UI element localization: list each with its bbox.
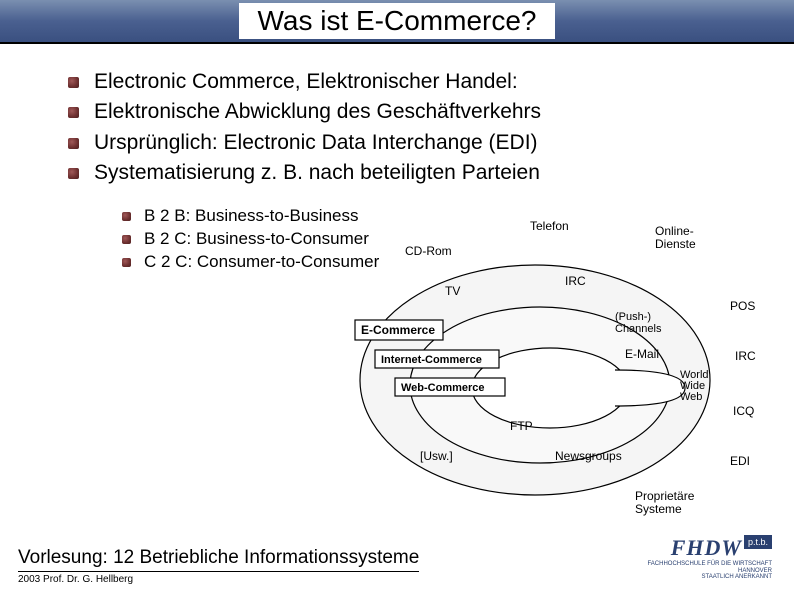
- lbl-newsgroups: Newsgroups: [555, 449, 622, 463]
- main-bullet-list: Electronic Commerce, Elektronischer Hand…: [68, 68, 766, 187]
- main-bullet: Ursprünglich: Electronic Data Interchang…: [68, 129, 766, 157]
- lbl-edi: EDI: [730, 454, 750, 468]
- logo-text: FHDW: [671, 535, 742, 560]
- box-web-commerce: Web-Commerce: [401, 382, 485, 394]
- box-internet-commerce: Internet-Commerce: [381, 354, 482, 366]
- title-bar: Was ist E-Commerce?: [0, 0, 794, 44]
- main-bullet: Elektronische Abwicklung des Geschäftver…: [68, 98, 766, 126]
- slide-title: Was ist E-Commerce?: [239, 3, 554, 39]
- lbl-propr: Proprietäre Systeme: [635, 489, 698, 516]
- main-bullet: Electronic Commerce, Elektronischer Hand…: [68, 68, 766, 96]
- lbl-tv: TV: [445, 284, 460, 298]
- main-bullet: Systematisierung z. B. nach beteiligten …: [68, 159, 766, 187]
- lbl-irc: IRC: [565, 274, 586, 288]
- ecommerce-diagram: E-Commerce Internet-Commerce Web-Commerc…: [335, 200, 765, 520]
- lbl-usw: [Usw.]: [420, 449, 453, 463]
- logo-sub3: STAATLICH ANERKANNT: [647, 574, 772, 581]
- logo-sub2: HANNOVER: [647, 568, 772, 575]
- lbl-pos: POS: [730, 299, 755, 313]
- lbl-irc-outer: IRC: [735, 349, 756, 363]
- lbl-icq: ICQ: [733, 404, 754, 418]
- lbl-telefon: Telefon: [530, 219, 569, 233]
- logo-sub1: FACHHOCHSCHULE FÜR DIE WIRTSCHAFT: [647, 561, 772, 568]
- lecture-line: Vorlesung: 12 Betriebliche Informationss…: [18, 547, 419, 572]
- lbl-ftp: FTP: [510, 419, 533, 433]
- lbl-email: E-Mail: [625, 347, 659, 361]
- lbl-online: Online- Dienste: [655, 224, 697, 251]
- logo-badge: p.t.b.: [744, 535, 772, 549]
- lecture-label: Vorlesung:: [18, 547, 108, 568]
- lbl-cdrom: CD-Rom: [405, 244, 452, 258]
- box-ecommerce: E-Commerce: [361, 323, 435, 337]
- lecture-title: 12 Betriebliche Informationssysteme: [108, 547, 420, 568]
- fhdw-logo: FHDWp.t.b. FACHHOCHSCHULE FÜR DIE WIRTSC…: [647, 535, 772, 581]
